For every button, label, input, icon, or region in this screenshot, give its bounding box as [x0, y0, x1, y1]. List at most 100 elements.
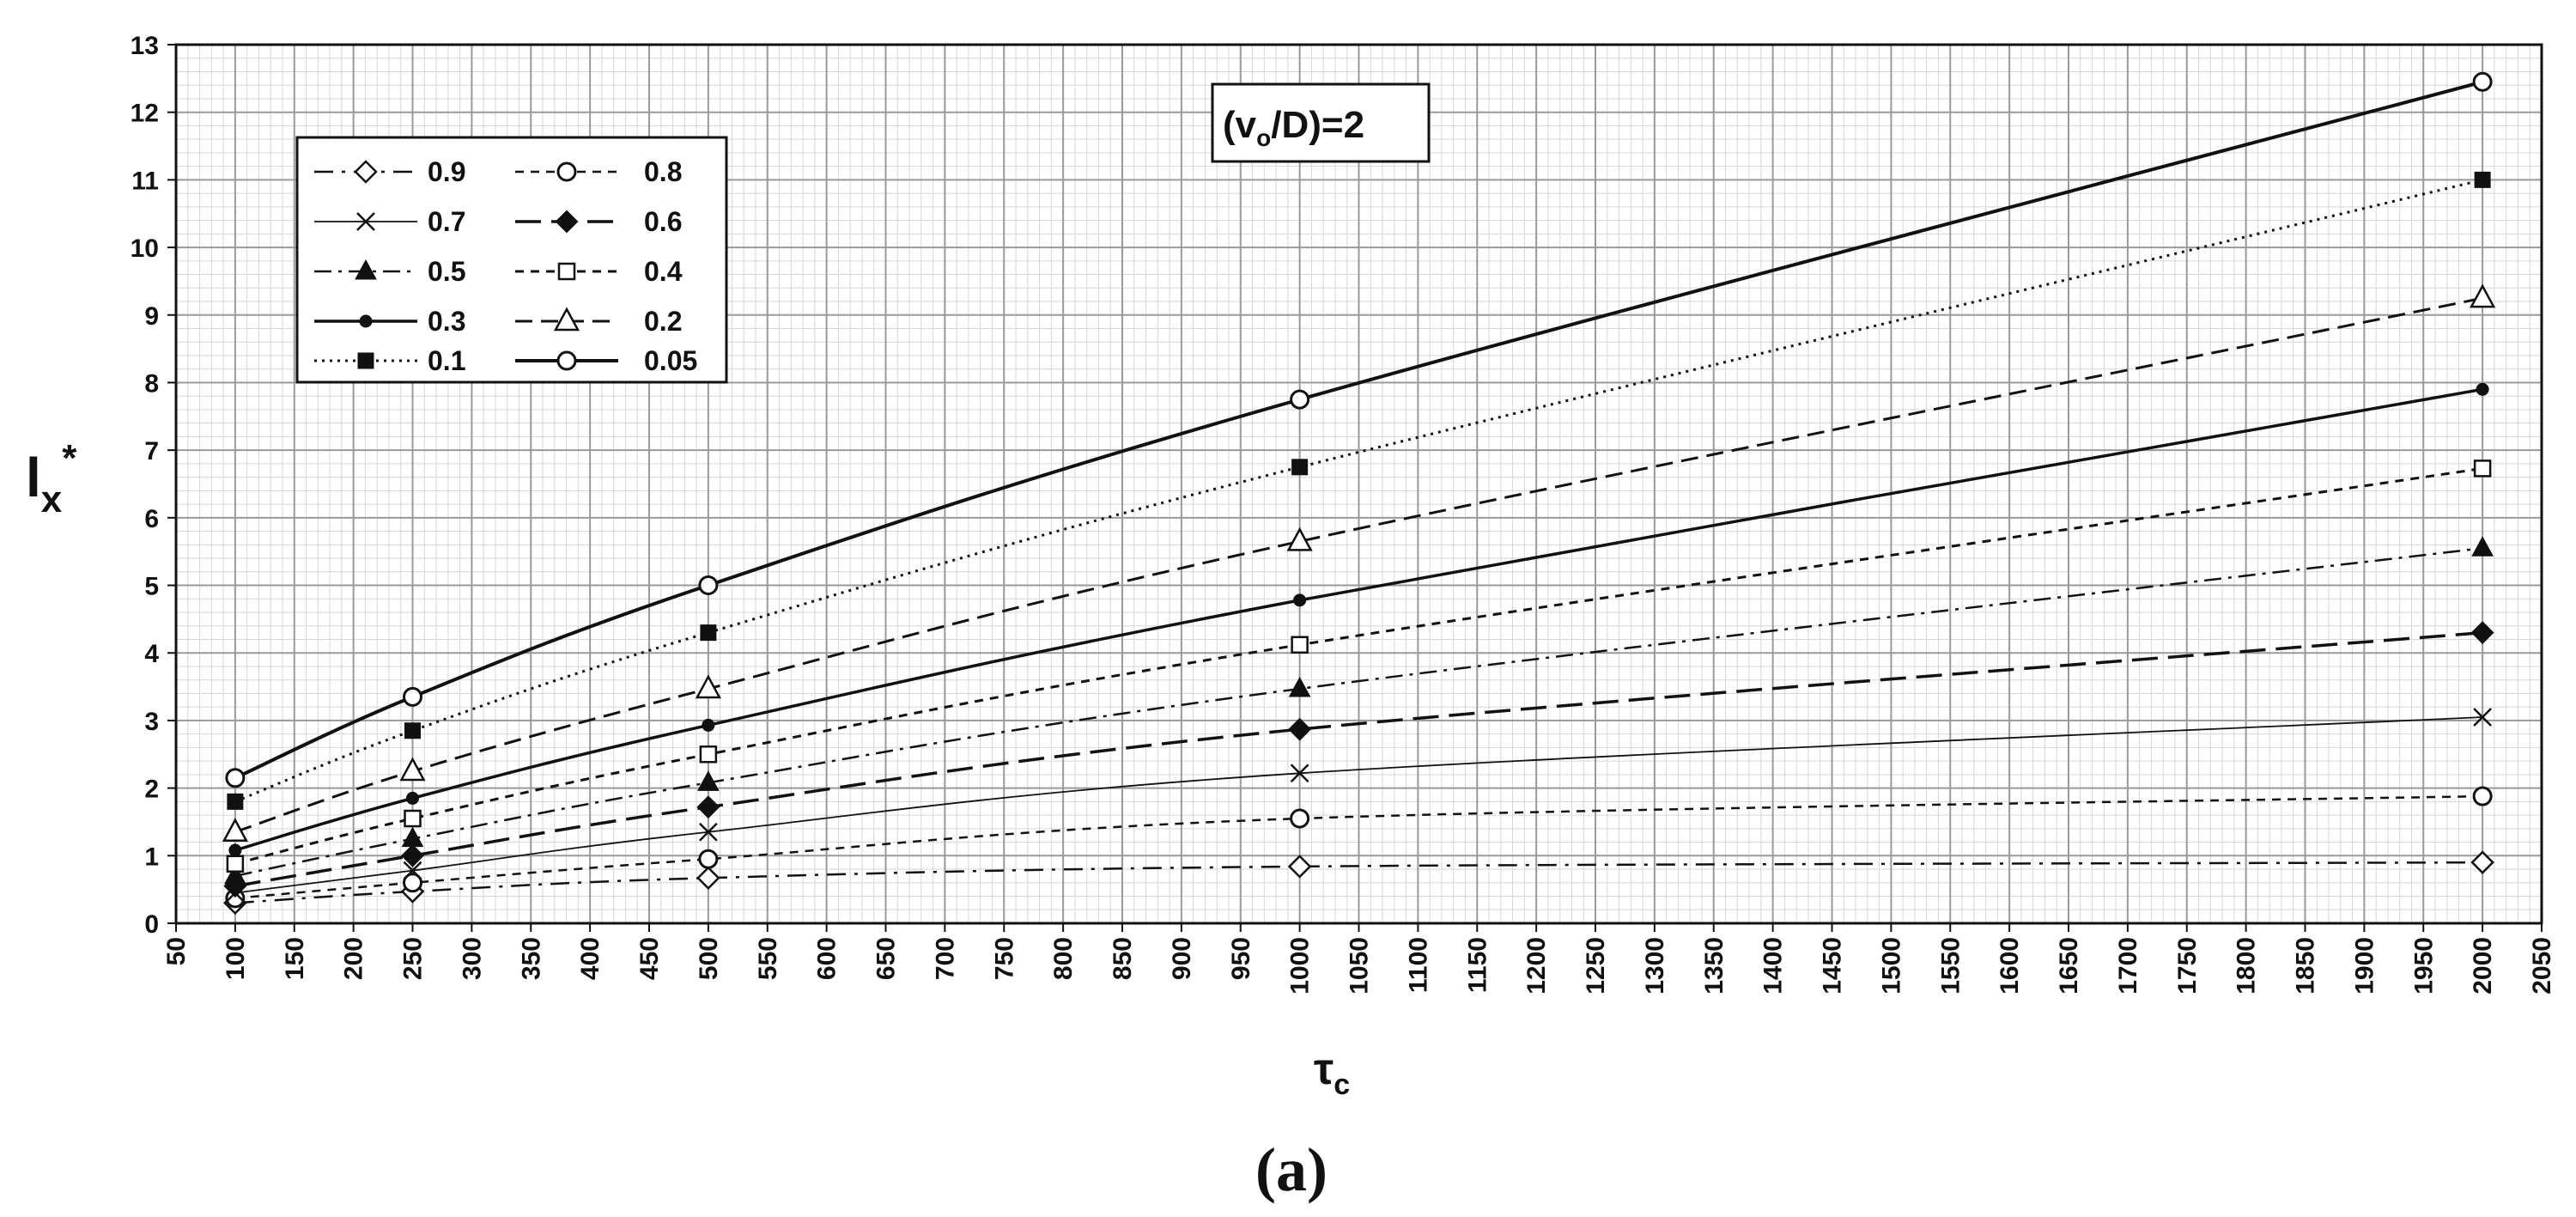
- x-tick-label: 1300: [1641, 937, 1669, 995]
- data-point-marker: [1290, 808, 1310, 829]
- legend-label: 0.1: [428, 345, 465, 376]
- x-tick-label: 600: [813, 937, 841, 980]
- series-0_2: [222, 283, 2496, 843]
- data-point-marker: [1291, 459, 1309, 476]
- x-tick-label: 300: [458, 937, 486, 980]
- y-tick-label: 5: [144, 573, 159, 601]
- title-rest: /D)=2: [1271, 104, 1364, 146]
- x-tick-label: 1950: [2409, 937, 2438, 995]
- data-point-marker: [399, 757, 426, 782]
- legend-entry-0_8: 0.8: [515, 156, 682, 187]
- x-tick-label: 800: [1049, 937, 1078, 980]
- legend-label: 0.8: [644, 156, 682, 187]
- data-point-marker: [227, 793, 244, 810]
- data-point-marker: [222, 818, 248, 843]
- data-point-marker: [401, 826, 424, 848]
- legend-entry-0_7: 0.7: [314, 206, 465, 237]
- x-tick-label: 900: [1168, 937, 1196, 980]
- y-tick-label: 13: [131, 32, 159, 60]
- data-point-marker: [2473, 459, 2492, 478]
- series-0_05: [225, 71, 2493, 788]
- data-point-marker: [698, 822, 718, 842]
- data-point-marker: [406, 791, 419, 805]
- x-tick-label: 1200: [1522, 937, 1551, 995]
- x-tick-label: 1900: [2350, 937, 2379, 995]
- x-tick-label: 50: [162, 937, 191, 965]
- legend-entry-0_6: 0.6: [515, 206, 682, 237]
- x-tick-label: 250: [399, 937, 428, 980]
- legend-entry-0_2: 0.2: [515, 306, 682, 337]
- legend-label: 0.05: [644, 345, 697, 376]
- x-tick-label: 200: [340, 937, 368, 980]
- series-0_1: [227, 171, 2491, 810]
- legend-entry-0_3: 0.3: [314, 306, 465, 337]
- data-point-marker: [698, 575, 719, 596]
- data-point-marker: [2472, 786, 2493, 806]
- x-tick-label: 1750: [2173, 937, 2202, 995]
- x-tick-label: 1450: [1819, 937, 1847, 995]
- legend-marker: [556, 161, 577, 182]
- data-point-marker: [2473, 708, 2493, 727]
- data-point-marker: [1287, 855, 1312, 879]
- x-tick-label: 1100: [1404, 937, 1432, 993]
- series-0_8: [225, 786, 2493, 909]
- x-axis-ticks: 50 100 150 200 250 300 350 400 450 500 550 600 650 70…: [162, 923, 2556, 995]
- x-tick-label: 2000: [2469, 937, 2497, 995]
- data-point-marker: [2470, 621, 2494, 645]
- x-tick-label: 1250: [1582, 937, 1610, 995]
- data-point-marker: [404, 722, 421, 739]
- y-axis-title: lx*: [26, 437, 77, 520]
- legend-label: 0.6: [644, 206, 682, 237]
- y-tick-label: 9: [144, 302, 159, 331]
- y-tick-label: 7: [144, 437, 159, 466]
- x-tick-label: 1400: [1759, 937, 1788, 995]
- legend-marker: [555, 210, 579, 234]
- data-point-marker: [403, 686, 422, 707]
- x-tick-label: 1650: [2055, 937, 2083, 995]
- series-0_5: [224, 536, 2494, 885]
- legend-marker: [553, 307, 580, 332]
- x-tick-label: 100: [222, 937, 250, 980]
- legend-marker: [356, 212, 375, 231]
- x-tick-label: 2050: [2528, 937, 2556, 995]
- legend-marker: [359, 314, 373, 328]
- x-tick-label: 350: [517, 937, 545, 980]
- data-point-marker: [696, 795, 720, 819]
- legend-label: 0.5: [428, 256, 465, 287]
- series-0_4: [226, 459, 2492, 873]
- title-box: (vo/D)=2: [1211, 82, 1431, 163]
- data-point-marker: [700, 624, 717, 642]
- x-tick-label: 1050: [1346, 937, 1374, 995]
- data-point-marker: [1293, 593, 1307, 607]
- x-tick-label: 500: [695, 937, 723, 980]
- y-tick-label: 10: [131, 234, 159, 263]
- legend-entry-0_4: 0.4: [515, 256, 683, 287]
- data-point-marker: [2476, 382, 2489, 396]
- data-point-marker: [226, 855, 245, 873]
- legend-marker: [354, 160, 378, 184]
- data-point-marker: [401, 843, 424, 867]
- data-point-marker: [2470, 283, 2496, 308]
- data-point-marker: [403, 873, 422, 893]
- y-tick-label: 12: [131, 100, 159, 128]
- data-point-marker: [2471, 536, 2494, 557]
- y-tick-label: 1: [144, 843, 159, 871]
- title-sub: o: [1256, 125, 1271, 151]
- x-tick-label: 1800: [2233, 937, 2261, 995]
- data-point-marker: [1286, 526, 1313, 551]
- legend-entry-0_1: 0.1: [314, 345, 465, 376]
- data-point-marker: [1291, 636, 1309, 654]
- x-tick-label: 1350: [1700, 937, 1728, 995]
- y-tick-label: 4: [144, 640, 159, 668]
- data-point-marker: [404, 809, 422, 828]
- x-tick-label: 1600: [1996, 937, 2024, 995]
- y-tick-label: 8: [144, 369, 159, 398]
- data-point-marker: [695, 674, 721, 699]
- x-tick-label: 450: [635, 937, 664, 980]
- legend-label: 0.7: [428, 206, 465, 237]
- series-0_3: [228, 382, 2489, 857]
- x-tick-label: 1550: [1936, 937, 1965, 995]
